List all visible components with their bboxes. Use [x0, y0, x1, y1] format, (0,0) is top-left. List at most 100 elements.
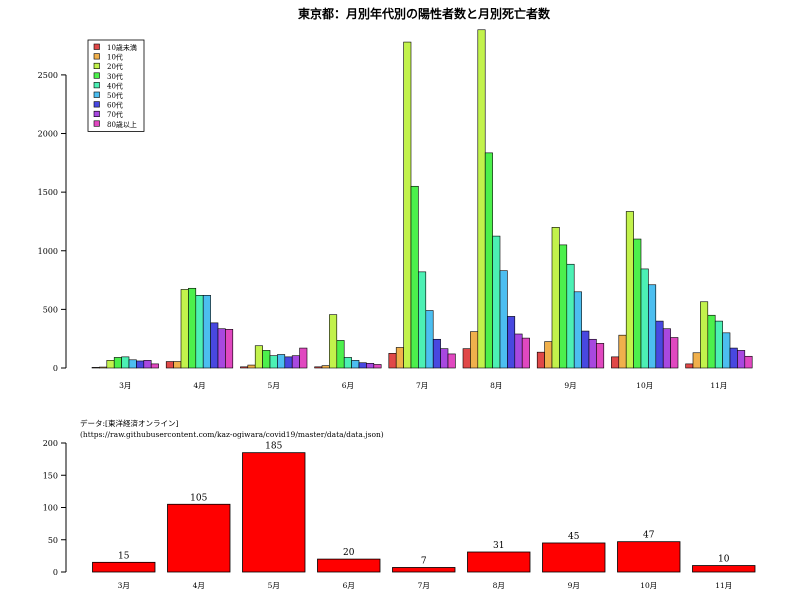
death-data-label: 15 [118, 551, 130, 561]
death-data-label: 185 [265, 442, 282, 452]
bar-10月-40代 [640, 268, 649, 369]
bar-3月-10代 [99, 366, 108, 369]
top-x-tick-label: 11月 [710, 381, 727, 390]
bar-9月-60代 [581, 330, 590, 369]
bar-8月-10歳未満 [462, 348, 471, 369]
bar-7月-30代 [410, 185, 419, 369]
bar-3月-50代 [128, 359, 137, 369]
bottom-x-tick-label: 4月 [193, 581, 205, 590]
top-x-tick-label: 5月 [268, 381, 280, 390]
bar-4月-60代 [210, 322, 219, 369]
bar-11月-30代 [707, 314, 716, 369]
bar-7月-60代 [432, 338, 441, 369]
bar-10月-20代 [625, 211, 634, 369]
bar-8月-20代 [477, 29, 486, 369]
bar-11月-10歳未満 [685, 363, 694, 369]
bottom-x-tick-label: 11月 [715, 581, 732, 590]
top-x-tick-label: 9月 [564, 381, 576, 390]
bar-7月-70代 [440, 348, 449, 369]
bottom-x-tick-label: 3月 [118, 581, 130, 590]
bar-6月-80歳以上 [373, 364, 382, 369]
bottom-x-tick-label: 10月 [640, 581, 657, 590]
legend-label-10代: 10代 [107, 53, 123, 62]
legend-label-20代: 20代 [107, 62, 123, 71]
top-x-tick-label: 3月 [119, 381, 131, 390]
bar-11月-80歳以上 [744, 355, 753, 369]
bar-7月-10代 [395, 347, 404, 369]
bottom-y-tick-label: 50 [48, 536, 58, 545]
bottom-x-tick-label: 9月 [568, 581, 580, 590]
bar-4月-70代 [217, 328, 226, 369]
bar-9月-70代 [588, 338, 597, 369]
bar-5月-40代 [269, 355, 278, 369]
chart-title: 東京都：月別年代別の陽性者数と月別死亡者数 [298, 6, 551, 21]
death-bar-9月 [542, 542, 606, 573]
death-bar-10月 [617, 541, 681, 573]
bottom-bar-chart: 0 50 100 150 200 15 3月 105 4月 185 5月 20 6月 7 7月 31 8月 45 9… [43, 439, 756, 590]
bottom-y-tick-label: 150 [43, 471, 58, 480]
bar-3月-80歳以上 [150, 363, 159, 369]
bar-11月-40代 [714, 320, 723, 369]
legend-swatch-20代 [93, 62, 100, 70]
legend-swatch-40代 [93, 82, 100, 89]
bar-6月-40代 [343, 357, 352, 369]
legend-swatch-10歳未満 [93, 43, 100, 50]
bar-4月-40代 [195, 295, 204, 369]
death-bar-3月 [92, 561, 156, 573]
bar-7月-40代 [418, 271, 427, 369]
death-bar-8月 [467, 551, 531, 573]
bar-6月-70代 [366, 363, 375, 369]
bar-3月-60代 [136, 360, 145, 369]
bar-11月-60代 [729, 347, 738, 369]
bottom-x-tick-label: 8月 [493, 581, 505, 590]
top-y-tick-label: 2000 [38, 130, 58, 139]
bar-4月-10歳未満 [165, 361, 174, 369]
death-bar-5月 [242, 452, 306, 573]
bar-7月-80歳以上 [447, 353, 456, 369]
bar-8月-30代 [484, 152, 493, 369]
bar-4月-80歳以上 [225, 329, 234, 369]
bar-3月-30代 [113, 357, 122, 369]
top-y-tick-label: 2500 [38, 71, 58, 80]
legend-label-30代: 30代 [107, 72, 123, 81]
death-data-label: 10 [718, 555, 730, 565]
top-y-tick-label: 1500 [38, 188, 58, 197]
bar-4月-30代 [188, 287, 197, 369]
bar-7月-20代 [403, 41, 412, 369]
bar-6月-20代 [329, 314, 338, 369]
bar-5月-50代 [277, 354, 286, 369]
legend-label-60代: 60代 [107, 101, 123, 110]
top-y-tick-label: 1000 [38, 247, 58, 256]
bar-8月-40代 [492, 235, 501, 369]
bar-8月-80歳以上 [521, 337, 530, 369]
bar-4月-10代 [173, 361, 182, 369]
bar-10月-30代 [633, 238, 642, 369]
death-data-label: 45 [568, 532, 580, 542]
legend-swatch-60代 [93, 101, 100, 108]
legend-label-70代: 70代 [107, 110, 123, 119]
death-bar-11月 [692, 565, 756, 573]
bar-8月-50代 [499, 270, 508, 369]
legend-label-50代: 50代 [107, 91, 123, 100]
bar-5月-80歳以上 [299, 347, 308, 369]
bar-9月-30代 [559, 244, 568, 369]
bottom-y-tick-label: 200 [43, 439, 58, 448]
top-x-tick-label: 8月 [490, 381, 502, 390]
bar-11月-70代 [737, 350, 746, 369]
legend-swatch-80歳以上 [93, 120, 100, 127]
bottom-y-tick-label: 0 [53, 568, 58, 577]
death-data-label: 20 [343, 548, 355, 558]
bar-6月-30代 [336, 340, 345, 369]
death-data-label: 47 [643, 531, 655, 541]
bar-5月-30代 [262, 350, 271, 369]
bar-10月-10歳未満 [611, 356, 620, 369]
top-x-tick-label: 6月 [342, 381, 354, 390]
bar-10月-50代 [648, 284, 657, 369]
bottom-x-tick-label: 5月 [268, 581, 280, 590]
bar-10月-10代 [618, 334, 627, 369]
bar-5月-10歳未満 [240, 366, 249, 369]
bar-11月-50代 [722, 332, 731, 369]
legend-label-10歳未満: 10歳未満 [107, 43, 137, 52]
